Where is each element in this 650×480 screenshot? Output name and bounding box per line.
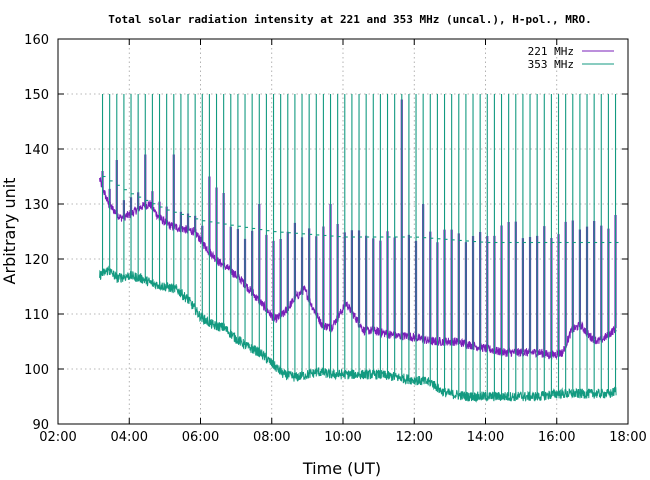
- y-tick-label: 140: [24, 143, 49, 158]
- x-tick-label: 16:00: [538, 430, 575, 445]
- x-tick-label: 04:00: [111, 430, 148, 445]
- plot-frame: [57, 38, 629, 425]
- x-tick-label: 10:00: [324, 430, 361, 445]
- y-tick-label: 90: [32, 418, 49, 433]
- y-tick-label: 100: [24, 363, 49, 378]
- x-tick-label: 14:00: [467, 430, 504, 445]
- chart-title: Total solar radiation intensity at 221 a…: [108, 13, 591, 26]
- x-tick-label: 18:00: [609, 430, 646, 445]
- x-tick-label: 08:00: [253, 430, 290, 445]
- legend-label-221: 221 MHz: [528, 45, 574, 58]
- legend: 221 MHz 353 MHz: [528, 45, 614, 71]
- axis-ticks: 02:00 04:00 06:00 08:00 10:00 12:00 14:00 16:00…: [24, 33, 647, 445]
- series-layer: [99, 94, 619, 403]
- y-tick-label: 120: [24, 253, 49, 268]
- series-line-353-mhz: [99, 265, 617, 403]
- grid: [58, 39, 628, 424]
- y-axis-label: Arbitrary unit: [0, 178, 19, 285]
- y-tick-label: 130: [24, 198, 49, 213]
- series-line-221-mhz: [99, 177, 617, 360]
- y-tick-label: 110: [24, 308, 49, 323]
- x-tick-label: 06:00: [182, 430, 219, 445]
- legend-label-353: 353 MHz: [528, 58, 574, 71]
- x-tick-label: 12:00: [396, 430, 433, 445]
- x-axis-label: Time (UT): [302, 459, 381, 478]
- y-tick-label: 150: [24, 88, 49, 103]
- x-tick-label: 02:00: [39, 430, 76, 445]
- y-tick-label: 160: [24, 33, 49, 48]
